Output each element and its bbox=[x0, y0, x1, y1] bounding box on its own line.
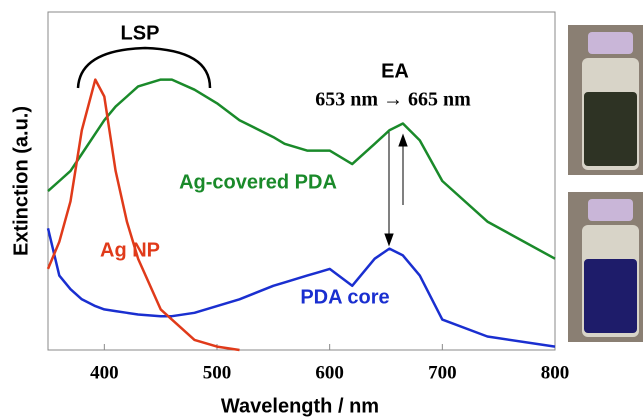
x-tick-label: 600 bbox=[315, 362, 344, 383]
series-line bbox=[46, 78, 240, 352]
ea-arrows bbox=[384, 132, 408, 247]
series-label: Ag NP bbox=[100, 239, 160, 261]
series-label: PDA core bbox=[300, 286, 389, 308]
photo bbox=[568, 25, 643, 342]
annotation: LSP bbox=[121, 22, 160, 44]
x-axis-label: Wavelength / nm bbox=[221, 395, 379, 417]
x-tick-label: 400 bbox=[90, 362, 119, 383]
plot-frame bbox=[47, 11, 556, 351]
x-tick-label: 700 bbox=[428, 362, 457, 383]
series-line bbox=[46, 228, 556, 348]
x-tick-label: 500 bbox=[203, 362, 232, 383]
series-label: Ag-covered PDA bbox=[179, 171, 337, 193]
annotation: 653 nm → 665 nm bbox=[315, 89, 471, 111]
y-axis-label: Extinction (a.u.) bbox=[10, 106, 32, 256]
x-tick-label: 800 bbox=[541, 362, 570, 383]
series-line bbox=[47, 78, 556, 260]
lsp-bracket bbox=[76, 46, 212, 89]
annotation: EA bbox=[381, 60, 409, 82]
